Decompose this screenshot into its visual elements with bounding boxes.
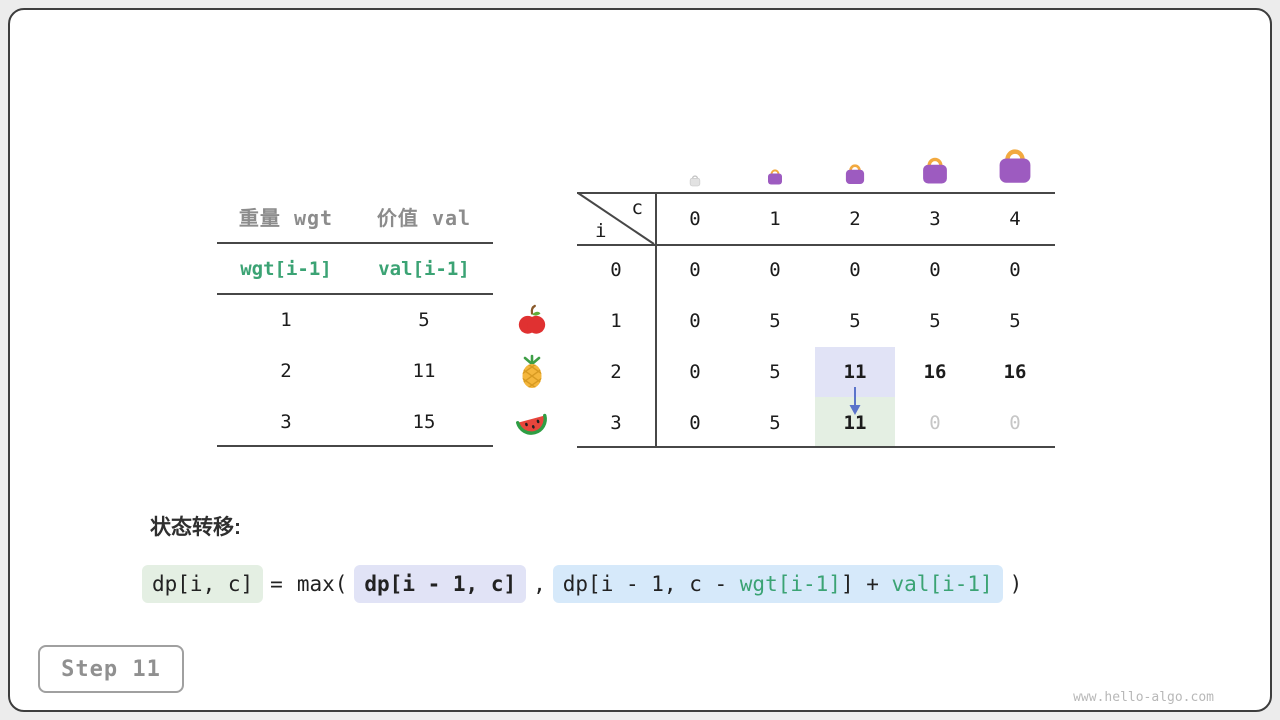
dp-cell: 11 bbox=[815, 397, 895, 448]
formula-take-term: dp[i - 1, c - wgt[i-1]] + val[i-1] bbox=[552, 565, 1003, 603]
dp-cell: 0 bbox=[769, 259, 781, 282]
dp-bottom-rule bbox=[577, 446, 1055, 448]
items-table: 重量 wgt 价值 val wgt[i-1] val[i-1] 1 5 2 11 3 15 bbox=[217, 190, 493, 448]
transition-title: 状态转移: bbox=[150, 516, 241, 539]
item-weight-cell: 3 bbox=[280, 411, 292, 433]
dp-cell: 5 bbox=[1009, 310, 1021, 333]
dp-cell: 0 bbox=[1009, 411, 1021, 434]
diagram-card: 重量 wgt 价值 val wgt[i-1] val[i-1] 1 5 2 11 3 15… bbox=[8, 8, 1272, 712]
dp-cell: 0 bbox=[929, 411, 941, 434]
formula-take-prefix: dp[i - 1, c - bbox=[562, 572, 740, 596]
dp-cell: 0 bbox=[689, 411, 701, 434]
item-weight-cell: 1 bbox=[280, 308, 292, 331]
bag-icon-capacity-0 bbox=[688, 172, 702, 191]
transition-arrow-icon bbox=[849, 387, 861, 415]
item-value-cell: 5 bbox=[418, 308, 430, 331]
dp-col-header: 4 bbox=[1009, 207, 1021, 230]
dp-col-header: 0 bbox=[689, 207, 701, 230]
item-value-cell: 11 bbox=[412, 359, 436, 382]
formula-keep-term: dp[i - 1, c] bbox=[354, 565, 527, 603]
dp-cell: 16 bbox=[1003, 360, 1027, 383]
dp-col-variable: c bbox=[631, 197, 643, 219]
dp-cell: 5 bbox=[769, 310, 781, 333]
dp-cell: 0 bbox=[689, 310, 701, 333]
formula-close-paren: ) bbox=[1009, 572, 1023, 596]
formula-take-wgt: wgt[i-1] bbox=[739, 572, 841, 596]
items-bottom-rule bbox=[217, 445, 493, 447]
items-subheader-value: val[i-1] bbox=[378, 257, 470, 280]
dp-row-header: 1 bbox=[610, 310, 622, 333]
bags-row bbox=[655, 130, 1055, 187]
corner-diagonal-line bbox=[577, 192, 655, 245]
formula-dp-current: dp[i, c] bbox=[142, 565, 264, 603]
formula-equals: = bbox=[270, 572, 283, 596]
dp-vertical-rule bbox=[655, 192, 657, 448]
bag-icon-capacity-1 bbox=[765, 166, 785, 190]
state-transition-formula: dp[i, c] = max( dp[i - 1, c] , dp[i - 1,… bbox=[142, 562, 1029, 606]
dp-row-header: 2 bbox=[610, 360, 622, 383]
fruit-column bbox=[512, 296, 552, 456]
formula-comma: , bbox=[533, 572, 546, 596]
items-subheader-weight: wgt[i-1] bbox=[240, 257, 332, 280]
dp-col-header: 3 bbox=[929, 207, 941, 230]
dp-cell: 0 bbox=[689, 259, 701, 282]
items-header-rule bbox=[217, 242, 493, 244]
dp-cell: 5 bbox=[769, 360, 781, 383]
items-header-weight: 重量 wgt bbox=[238, 206, 334, 230]
items-subheader-rule bbox=[217, 293, 493, 295]
dp-table: c i 0 1 2 3 4 0 0 0 0 0 0 1 0 5 5 5 5 2 0 5 11 16 16 3 0 5 11 0 0 bbox=[577, 192, 1055, 448]
items-header-value: 价值 val bbox=[376, 206, 472, 230]
step-badge: Step 11 bbox=[38, 645, 184, 693]
dp-cell: 16 bbox=[923, 360, 947, 383]
dp-cell: 0 bbox=[929, 259, 941, 282]
apple-icon bbox=[512, 296, 552, 346]
dp-row-header: 0 bbox=[610, 259, 622, 282]
dp-row-variable: i bbox=[595, 220, 607, 242]
bag-icon-capacity-2 bbox=[842, 160, 868, 190]
item-weight-cell: 2 bbox=[280, 359, 292, 382]
dp-corner-cell: c i bbox=[577, 192, 655, 245]
item-value-cell: 15 bbox=[412, 411, 436, 433]
dp-row-header: 3 bbox=[610, 411, 622, 434]
formula-max-open: max( bbox=[296, 572, 348, 596]
dp-top-rule bbox=[577, 192, 1055, 194]
dp-cell: 0 bbox=[689, 360, 701, 383]
dp-cell: 5 bbox=[929, 310, 941, 333]
dp-cell: 5 bbox=[769, 411, 781, 434]
bag-icon-capacity-4 bbox=[993, 142, 1037, 190]
watermelon-icon bbox=[512, 398, 552, 448]
dp-cell: 0 bbox=[1009, 259, 1021, 282]
pineapple-icon bbox=[512, 347, 552, 397]
formula-take-val: val[i-1] bbox=[891, 572, 993, 596]
dp-col-header: 1 bbox=[769, 207, 781, 230]
dp-header-rule bbox=[577, 244, 1055, 246]
dp-cell: 0 bbox=[849, 259, 861, 282]
watermark: www.hello-algo.com bbox=[1073, 690, 1214, 705]
dp-col-header: 2 bbox=[849, 207, 861, 230]
bag-icon-capacity-3 bbox=[918, 152, 952, 190]
dp-cell: 5 bbox=[849, 310, 861, 333]
formula-take-mid: ] + bbox=[840, 572, 892, 596]
